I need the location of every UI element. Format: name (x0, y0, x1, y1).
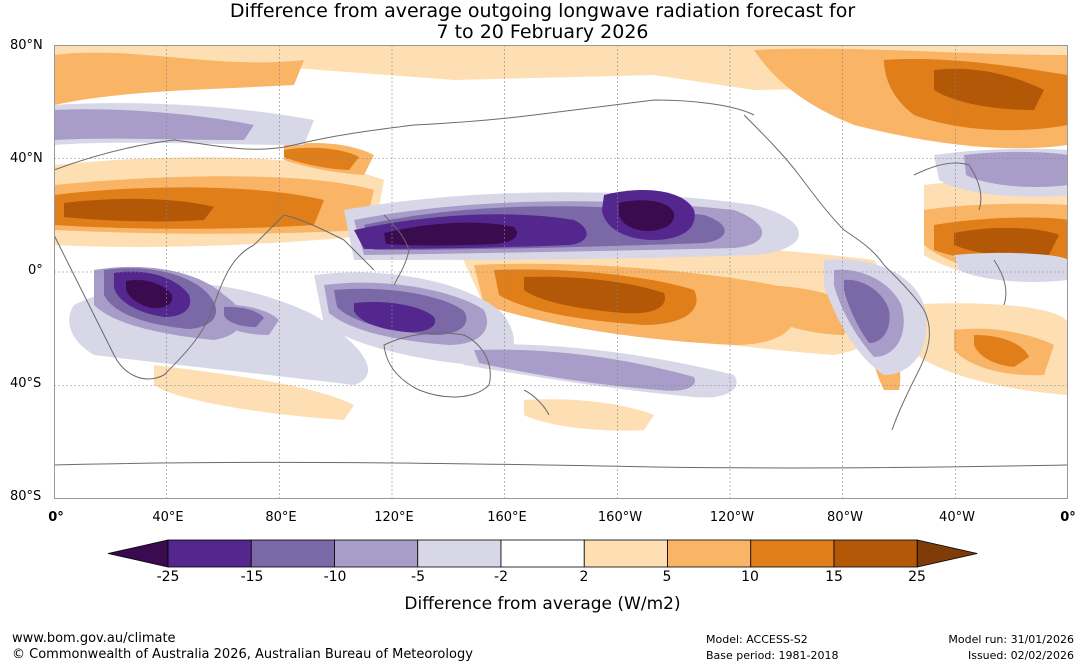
legend-arrow-max (916, 539, 978, 568)
legend-title: Difference from average (W/m2) (404, 594, 681, 614)
lon-label-0-left: 0° (48, 510, 64, 525)
legend-tick-label: 5 (662, 569, 672, 585)
map-title-line2: 7 to 20 February 2026 (436, 21, 649, 43)
lat-label-40s: 40°S (10, 376, 42, 391)
olr-anomaly-map (54, 45, 1068, 499)
legend-swatch (417, 539, 502, 568)
legend-swatch (667, 539, 752, 568)
color-legend (108, 539, 978, 568)
legend-tick-label: -15 (240, 569, 264, 585)
legend-tick-label: 10 (741, 569, 759, 585)
legend-swatch (583, 539, 668, 568)
lat-label-80s: 80°S (10, 489, 42, 504)
lat-label-0: 0° (28, 263, 43, 278)
map-title-line1: Difference from average outgoing longwav… (229, 0, 856, 22)
lon-label-120w: 120°W (709, 510, 755, 525)
legend-tick-label: 15 (825, 569, 843, 585)
lon-label-40w: 40°W (939, 510, 975, 525)
footer-url[interactable]: www.bom.gov.au/climate (12, 631, 176, 646)
legend-swatch (167, 539, 252, 568)
legend-swatch (334, 539, 419, 568)
coastlines (54, 99, 1068, 469)
lat-label-80n: 80°N (10, 38, 43, 53)
legend-tick-label: -2 (494, 569, 508, 585)
lon-label-160e: 160°E (487, 510, 527, 525)
lon-label-0-right: 0° (1060, 510, 1076, 525)
lon-label-120e: 120°E (374, 510, 414, 525)
map-gridlines (54, 45, 1068, 499)
legend-swatch (750, 539, 835, 568)
footer-issued: Issued: 02/02/2026 (967, 649, 1074, 662)
legend-tick-label: 2 (579, 569, 589, 585)
footer-model: Model: ACCESS-S2 (706, 633, 808, 646)
lon-label-160w: 160°W (597, 510, 643, 525)
legend-swatch (250, 539, 335, 568)
footer-base-period: Base period: 1981-2018 (706, 649, 839, 662)
footer-copyright: © Commonwealth of Australia 2026, Austra… (12, 647, 473, 662)
legend-tick-label: 25 (908, 569, 926, 585)
legend-tick-label: -25 (156, 569, 180, 585)
lon-label-40e: 40°E (152, 510, 184, 525)
legend-swatch (833, 539, 918, 568)
legend-arrow-min (108, 539, 169, 568)
lon-label-80e: 80°E (265, 510, 297, 525)
legend-tick-label: -5 (411, 569, 425, 585)
lat-label-40n: 40°N (10, 151, 43, 166)
anomaly-extreme-negative (126, 200, 675, 309)
footer-model-run: Model run: 31/01/2026 (948, 633, 1074, 646)
map-frame (54, 45, 1068, 499)
lon-label-80w: 80°W (827, 510, 863, 525)
legend-swatch (500, 539, 585, 568)
legend-tick-label: -10 (323, 569, 347, 585)
